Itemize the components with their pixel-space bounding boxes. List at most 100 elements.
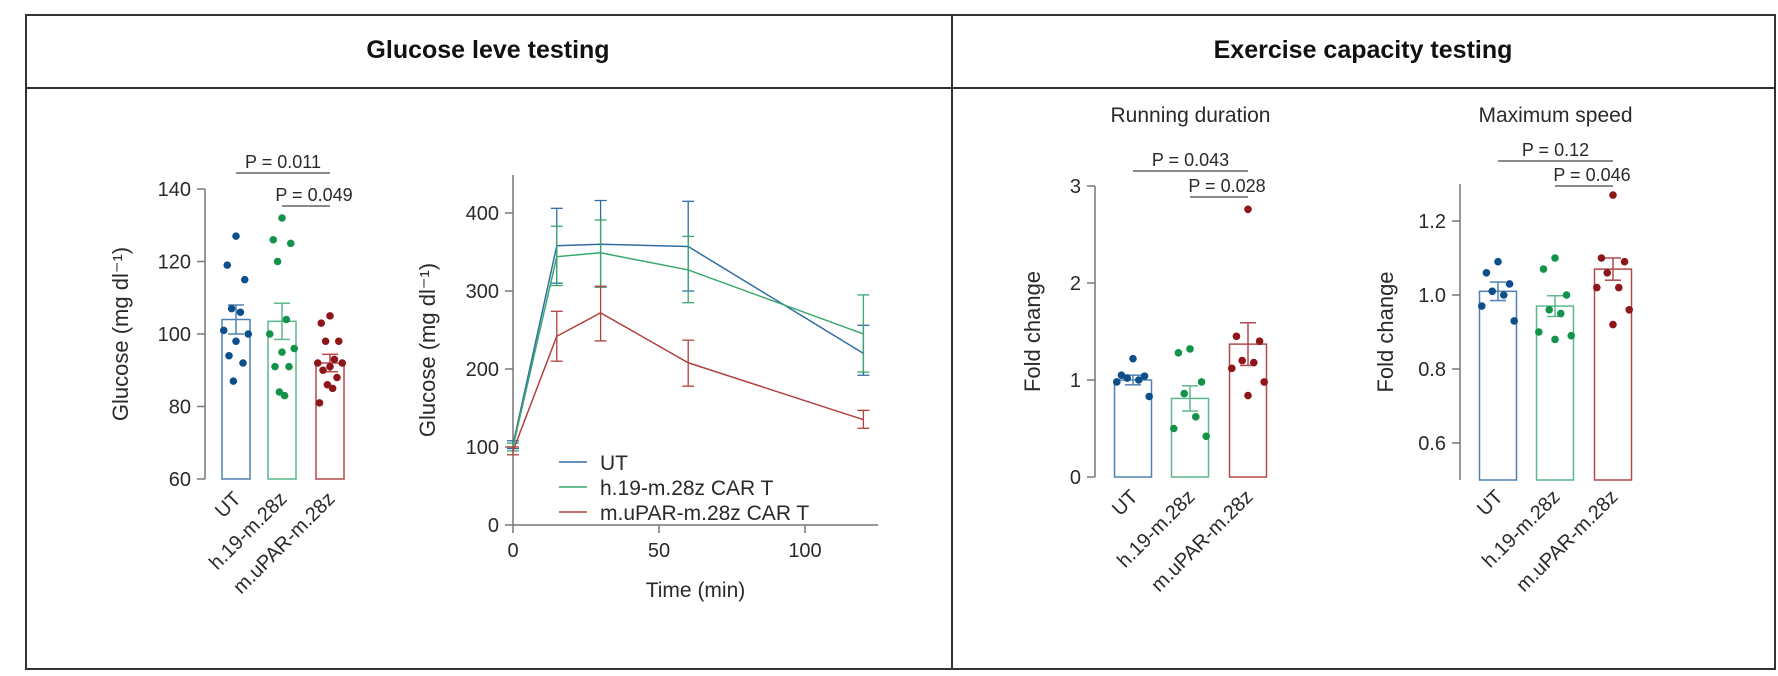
- data-point: [1228, 364, 1236, 373]
- y-axis-label: Glucose (mg dl⁻¹): [108, 247, 133, 421]
- data-point: [317, 319, 326, 327]
- data-point: [265, 330, 274, 338]
- legend-label: UT: [600, 452, 628, 475]
- legend-label: m.uPAR-m.28z CAR T: [600, 502, 809, 525]
- data-point: [232, 232, 240, 240]
- x-tick-label: 50: [648, 540, 670, 562]
- chart-title: Running duration: [1111, 104, 1271, 127]
- data-point: [333, 373, 341, 382]
- data-point: [1123, 374, 1132, 382]
- y-tick-label: 0.6: [1418, 433, 1446, 455]
- data-point: [1494, 257, 1502, 266]
- p-value-label: P = 0.011: [245, 152, 321, 172]
- y-tick-label: 1.0: [1418, 285, 1446, 307]
- data-point: [239, 359, 247, 367]
- data-point: [285, 362, 293, 371]
- y-tick-label: 400: [466, 203, 499, 225]
- data-point: [1597, 254, 1606, 262]
- x-axis-label: Time (min): [646, 579, 746, 602]
- data-point: [278, 214, 286, 222]
- chart-1: 0 100 200 300 400 0 50 100 Time (min) Glucose (mg…: [415, 175, 878, 602]
- category-label: UT: [1473, 486, 1507, 520]
- y-tick-label: 0: [488, 515, 499, 537]
- y-tick-label: 1: [1070, 370, 1081, 392]
- y-tick-label: 80: [169, 397, 191, 419]
- exercise-section-title: Exercise capacity testing: [1213, 36, 1513, 64]
- y-tick-label: 200: [466, 359, 499, 381]
- data-point: [1556, 309, 1565, 318]
- figure-border: [25, 14, 1776, 670]
- data-point: [290, 344, 299, 353]
- p-value-label: P = 0.12: [1522, 140, 1589, 160]
- data-point: [269, 235, 278, 244]
- data-point: [330, 355, 339, 364]
- data-point: [334, 337, 343, 346]
- y-tick-label: 300: [466, 281, 499, 303]
- data-point: [278, 348, 286, 356]
- data-point: [223, 261, 232, 269]
- data-point: [1260, 378, 1268, 386]
- category-label: m.uPAR-m.28z: [1512, 486, 1622, 596]
- data-point: [1244, 205, 1252, 214]
- y-axis-label: Fold change: [1020, 271, 1045, 392]
- data-point: [326, 362, 334, 371]
- data-point: [271, 362, 279, 371]
- data-point: [282, 315, 291, 324]
- data-point: [326, 312, 334, 320]
- legend-label: h.19-m.28z CAR T: [600, 477, 774, 500]
- data-point: [1562, 291, 1571, 299]
- data-point: [1499, 291, 1508, 299]
- header-divider: [25, 87, 1776, 89]
- data-point: [1134, 376, 1143, 384]
- y-tick-label: 0.8: [1418, 359, 1446, 381]
- data-point: [1238, 356, 1247, 365]
- data-point: [1197, 378, 1206, 386]
- data-point: [1191, 413, 1200, 421]
- data-point: [1545, 306, 1554, 314]
- data-point: [319, 366, 327, 375]
- data-point: [227, 304, 236, 313]
- data-point: [1614, 283, 1623, 292]
- category-label: UT: [1108, 486, 1142, 520]
- data-point: [328, 384, 337, 393]
- data-point: [1609, 320, 1617, 329]
- data-point: [273, 257, 282, 266]
- data-point: [1620, 257, 1629, 266]
- data-point: [1145, 392, 1153, 401]
- p-value-label: P = 0.046: [1553, 165, 1630, 185]
- data-point: [1603, 269, 1612, 277]
- data-point: [1129, 354, 1137, 363]
- bar: [315, 362, 345, 480]
- data-point: [1567, 331, 1575, 340]
- data-point: [315, 399, 324, 407]
- data-point: [1488, 287, 1497, 296]
- panel-divider: [951, 14, 953, 670]
- p-value-label: P = 0.043: [1152, 150, 1229, 170]
- p-value-label: P = 0.049: [275, 185, 352, 205]
- data-point: [280, 391, 289, 400]
- data-point: [1535, 328, 1543, 336]
- data-point: [240, 275, 249, 284]
- bar: [1593, 268, 1633, 481]
- y-axis-label: Glucose (mg dl⁻¹): [415, 263, 440, 437]
- data-point: [1244, 391, 1252, 400]
- data-point: [1539, 265, 1548, 273]
- y-tick-label: 120: [158, 252, 191, 274]
- glucose-section-title: Glucose leve testing: [366, 36, 610, 64]
- data-point: [1551, 335, 1559, 344]
- y-tick-label: 3: [1070, 176, 1081, 198]
- data-point: [1186, 345, 1194, 353]
- data-point: [313, 359, 322, 367]
- y-tick-label: 100: [158, 324, 191, 346]
- bar: [267, 320, 297, 480]
- chart-title: Maximum speed: [1478, 104, 1632, 127]
- data-point: [1609, 191, 1617, 199]
- data-point: [1505, 280, 1514, 288]
- data-point: [338, 359, 347, 367]
- data-point: [1202, 432, 1210, 441]
- data-point: [1625, 306, 1633, 314]
- y-tick-label: 1.2: [1418, 211, 1446, 233]
